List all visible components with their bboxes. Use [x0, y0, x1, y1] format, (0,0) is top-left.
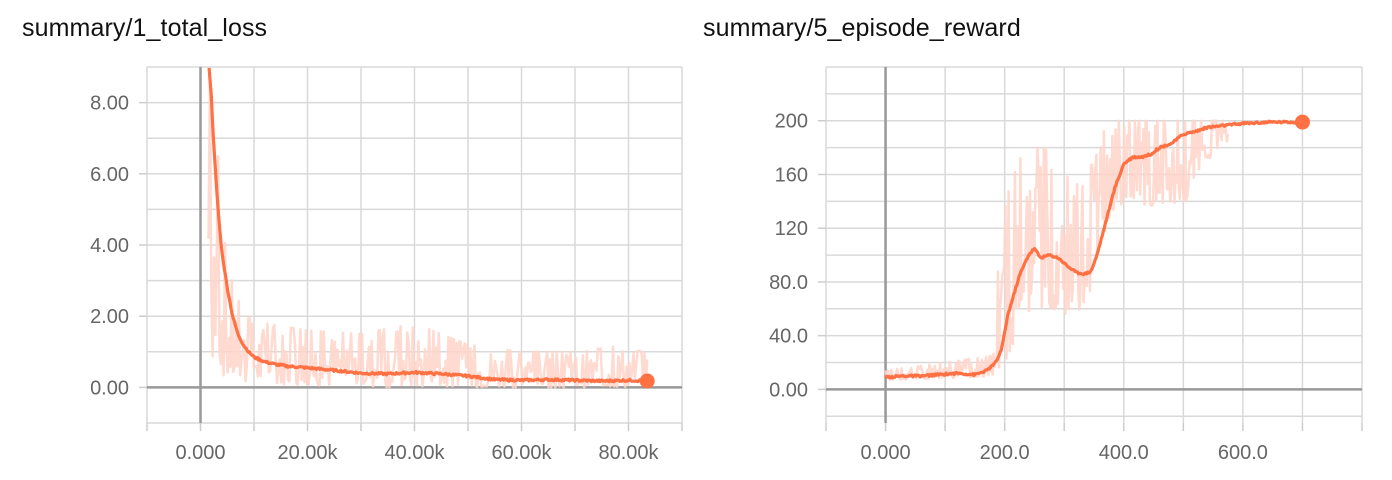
total-loss-chart[interactable]: 0.00 2.00 4.00 6.00 8.00 0.000 20.00k 40.00k 60.…	[0, 0, 696, 480]
episode-reward-chart[interactable]: 0.00 40.0 80.0 120 160 200 0.000 200.0 400.0 600.…	[696, 0, 1392, 480]
chart-title-episode-reward: summary/5_episode_reward	[703, 14, 1021, 42]
x-tick-label: 60.00k	[491, 442, 552, 464]
raw-series-line	[884, 119, 1230, 381]
y-tick-label: 8.00	[90, 93, 129, 115]
x-tick-label: 40.00k	[384, 442, 445, 464]
raw-series-line	[207, 77, 649, 389]
x-tick-label: 80.00k	[598, 442, 659, 464]
y-tick-label: 160	[775, 164, 808, 186]
y-tick-label: 120	[775, 218, 808, 240]
y-tick-label: 2.00	[90, 306, 129, 328]
x-tick-label: 20.00k	[277, 442, 338, 464]
y-tick-label: 80.0	[769, 272, 808, 294]
y-tick-label: 4.00	[90, 235, 129, 257]
last-value-marker	[639, 373, 655, 389]
y-tick-label: 0.00	[90, 377, 129, 399]
y-tick-label: 0.00	[769, 379, 808, 401]
smoothed-series-line	[207, 67, 648, 384]
x-tick-label: 600.0	[1218, 442, 1268, 464]
last-value-marker	[1294, 114, 1310, 130]
x-tick-label: 400.0	[1099, 442, 1149, 464]
chart-title-total-loss: summary/1_total_loss	[22, 14, 268, 42]
smoothed-series-line	[884, 119, 1304, 380]
x-tick-label: 0.000	[861, 442, 911, 464]
x-tick-label: 0.000	[175, 442, 225, 464]
y-tick-label: 200	[775, 111, 808, 133]
x-tick-label: 200.0	[980, 442, 1030, 464]
y-tick-label: 6.00	[90, 164, 129, 186]
grid-lines	[825, 66, 1363, 423]
y-tick-label: 40.0	[769, 326, 808, 348]
